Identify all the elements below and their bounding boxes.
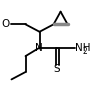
Text: S: S: [54, 64, 60, 74]
Text: NH: NH: [75, 43, 91, 53]
Text: N: N: [35, 43, 43, 53]
Text: 2: 2: [82, 47, 87, 56]
Text: O: O: [1, 19, 9, 29]
